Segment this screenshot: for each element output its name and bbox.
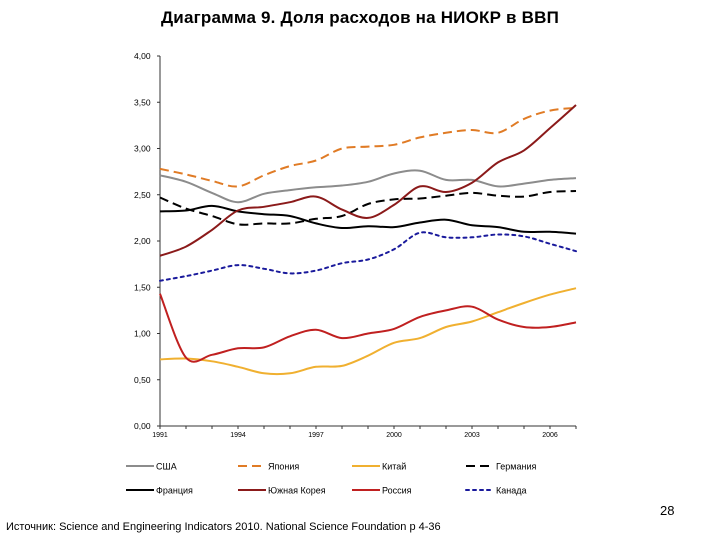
legend-label: Германия <box>496 462 536 472</box>
y-tick-label: 2,50 <box>134 190 151 200</box>
page-title: Диаграмма 9. Доля расходов на НИОКР в ВВ… <box>160 8 560 27</box>
x-tick-label: 2003 <box>464 432 480 439</box>
legend-label: Китай <box>382 462 406 472</box>
x-tick-label: 1994 <box>230 432 246 439</box>
legend-label: США <box>156 462 177 472</box>
x-tick-label: 2000 <box>386 432 402 439</box>
x-tick-label: 1991 <box>152 432 168 439</box>
legend-label: Япония <box>268 462 299 472</box>
series-line-5 <box>159 104 577 257</box>
y-tick-label: 2,00 <box>134 236 151 246</box>
y-tick-label: 3,50 <box>134 97 151 107</box>
y-tick-label: 1,50 <box>134 282 151 292</box>
y-tick-label: 0,00 <box>134 421 151 431</box>
y-tick-label: 0,50 <box>134 375 151 385</box>
series-line-4 <box>159 204 577 235</box>
source-note: Источник: Science and Engineering Indica… <box>6 521 441 533</box>
x-tick-label: 2006 <box>542 432 558 439</box>
legend-label: Канада <box>496 486 526 496</box>
series-line-3 <box>159 190 577 226</box>
legend-label: Россия <box>382 486 412 496</box>
legend-label: Южная Корея <box>268 486 326 496</box>
y-tick-label: 1,00 <box>134 329 151 339</box>
series-line-1 <box>159 106 577 188</box>
chart-series-lines <box>159 104 577 376</box>
page-number: 28 <box>660 503 675 518</box>
series-line-6 <box>159 293 577 363</box>
chart-axes: 0,00 0,50 1,00 1,50 2,00 2,50 3,00 3,50 4,00 1991… <box>134 51 577 439</box>
y-tick-label: 4,00 <box>134 51 151 61</box>
series-line-7 <box>159 231 577 282</box>
x-tick-label: 1997 <box>308 432 324 439</box>
series-line-0 <box>159 169 577 204</box>
chart-legend: США Япония Китай Германия Франция Южная Корея… <box>126 462 536 496</box>
series-line-2 <box>159 287 577 376</box>
legend-label: Франция <box>156 486 193 496</box>
y-tick-label: 3,00 <box>134 144 151 154</box>
